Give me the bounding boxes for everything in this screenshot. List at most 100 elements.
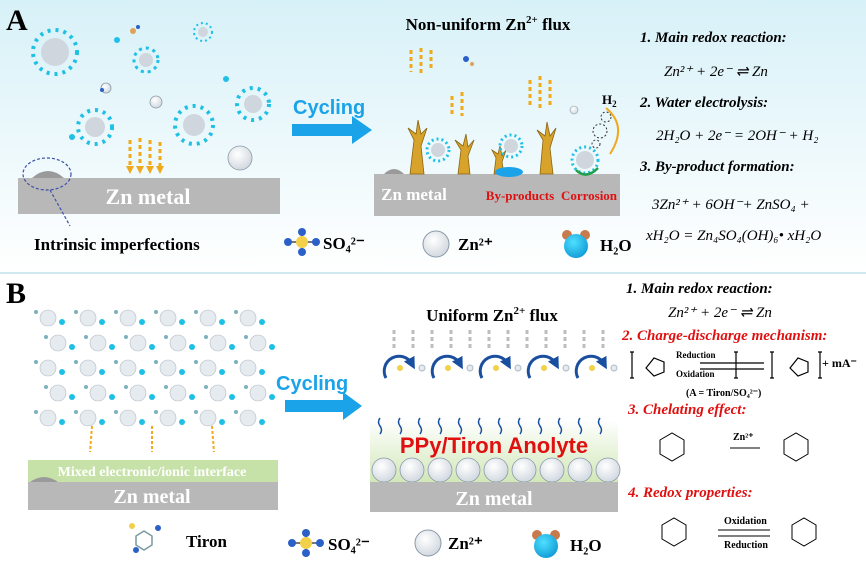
byproducts-label: By-products (486, 188, 554, 203)
surface-pit (384, 169, 404, 174)
imperfection-circle (22, 157, 72, 191)
wave-arrow (457, 417, 463, 435)
water-dot (179, 369, 185, 375)
tiron-dot (34, 360, 38, 364)
mixed-interface-layer (28, 460, 278, 482)
cycling-label-a: Cycling (293, 97, 365, 119)
ppy-note: (A = Tiron/SO₄²⁻) (686, 388, 761, 399)
tiron-dot (204, 335, 208, 339)
tiron-dot (194, 360, 198, 364)
legend-b-so4: SO₄²⁻ (328, 535, 370, 554)
so4-icon (284, 228, 320, 256)
zn-ion (39, 359, 57, 377)
zn-ion (159, 359, 177, 377)
tiron-dot (204, 385, 208, 389)
water-dot (69, 344, 75, 350)
tiron-dot (114, 360, 118, 364)
water-dot (269, 394, 275, 400)
zn-ion (159, 309, 177, 327)
water-dot (99, 319, 105, 325)
tiron-dot (124, 385, 128, 389)
water-dot (219, 419, 225, 425)
water-dot (219, 369, 225, 375)
zn-ion-icon-b (414, 529, 442, 557)
zn-ion (169, 334, 187, 352)
tiron-dot (194, 410, 198, 414)
zn-ion (119, 309, 137, 327)
h2-bubbles (591, 111, 612, 149)
h2-label: H2 (602, 92, 617, 109)
zn-ion (49, 334, 67, 352)
wave-arrow (437, 417, 443, 435)
water-dot (59, 369, 65, 375)
tiron-dot (44, 385, 48, 389)
zn-metal-right-b (370, 482, 618, 512)
h2-curve-arrow (605, 107, 619, 155)
wave-arrow (597, 417, 603, 435)
zn-metal-left-a (18, 178, 280, 214)
tiron-dot (114, 310, 118, 314)
cycling-label-b: Cycling (276, 373, 348, 395)
flux-arrows-left-b (89, 425, 215, 453)
zn-metal-left-b (28, 482, 278, 510)
water-dot (59, 419, 65, 425)
water-dot (179, 419, 185, 425)
zn-ion (129, 384, 147, 402)
eq1-b: Zn²⁺ + 2e⁻ ⇌ Zn (668, 305, 772, 321)
tiron-dot (194, 310, 198, 314)
water-dot (189, 394, 195, 400)
water-dot (139, 319, 145, 325)
rotating-unit (382, 354, 426, 379)
zn-ion (567, 457, 593, 483)
anolyte-wavy-arrows (377, 417, 603, 435)
tiron-dot (74, 360, 78, 364)
tiron-sulfate-grid (34, 309, 275, 427)
corrosion-label: Corrosion (561, 188, 618, 203)
zn-ion (199, 409, 217, 427)
tiron-dot (154, 310, 158, 314)
water-dot (189, 344, 195, 350)
zn-ion (239, 359, 257, 377)
equations-b: 1. Main redox reaction: Zn²⁺ + 2e⁻ ⇌ Zn … (621, 281, 857, 551)
tiron-dot (234, 310, 238, 314)
tiron-dot (34, 310, 38, 314)
water-dot (99, 419, 105, 425)
anolyte-label: PPy/Tiron Anolyte (400, 433, 588, 458)
tiron-dot (74, 310, 78, 314)
eq2-a: 2H₂O + 2e⁻ = 2OH⁻ + H₂ (656, 128, 818, 144)
tiron-dot (244, 335, 248, 339)
corrosion-arrow (575, 167, 599, 176)
zn-ion (239, 309, 257, 327)
wave-arrow (517, 417, 523, 435)
legend-a-so4: SO₄²⁻ (323, 234, 365, 253)
cycling-arrow-a (292, 116, 372, 144)
water-dot (229, 394, 235, 400)
solvated-ions-left-a (31, 22, 271, 171)
intrinsic-imperfections-label: Intrinsic imperfections (34, 235, 200, 254)
so4-icon-b (288, 529, 324, 557)
panel-a-title: Non-uniform Zn2+ flux (406, 14, 571, 34)
dendrites (407, 119, 557, 175)
zn-ion (79, 309, 97, 327)
wave-arrow (397, 417, 403, 435)
zn-ion (79, 359, 97, 377)
eq1-title-b: 1. Main redox reaction: (626, 281, 773, 297)
tiron-dot (154, 410, 158, 414)
zn-ion (371, 457, 397, 483)
eq4-title-b: 4. Redox properties: (627, 485, 753, 501)
water-dot (259, 319, 265, 325)
zn-metal-label-right-b: Zn metal (455, 488, 533, 510)
tiron-dot (114, 410, 118, 414)
cycling-arrow-b (285, 392, 362, 420)
water-dot (99, 369, 105, 375)
ppy-structure-icon (630, 351, 822, 379)
panel-b-title: Uniform Zn2+ flux (426, 305, 558, 325)
surface-bump-b (30, 477, 58, 482)
zn-ion (239, 409, 257, 427)
tiron-dot (74, 410, 78, 414)
rotating-unit (430, 354, 474, 379)
zn-ion (159, 409, 177, 427)
water-dot (139, 419, 145, 425)
tiron-dot (124, 335, 128, 339)
zn-ion (249, 334, 267, 352)
